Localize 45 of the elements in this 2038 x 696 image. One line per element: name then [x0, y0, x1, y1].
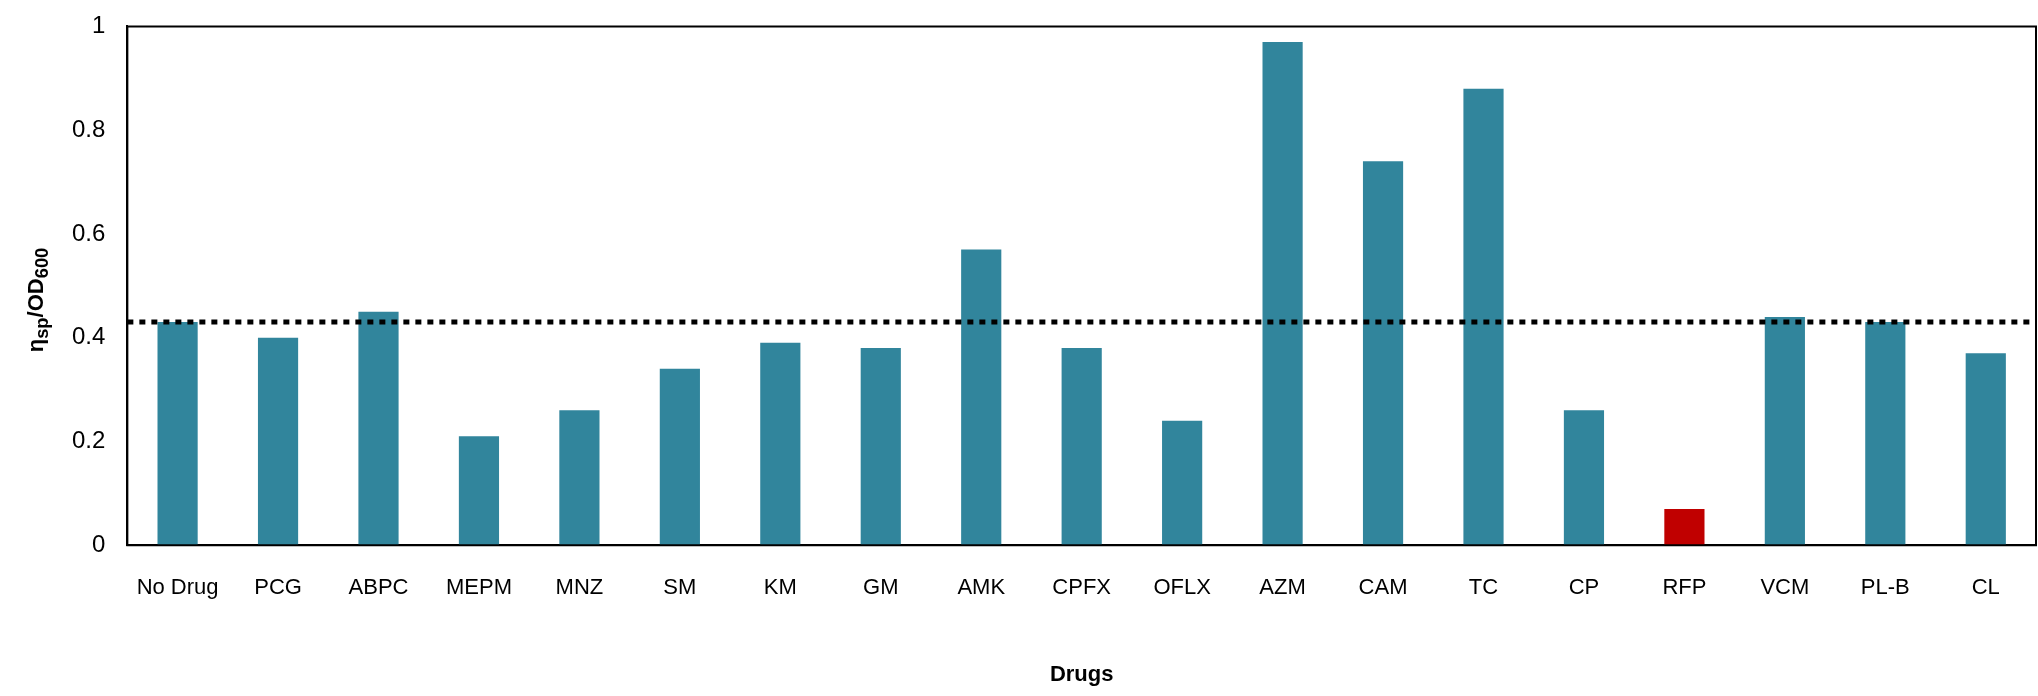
- y-tick-label: 0.6: [71, 218, 106, 246]
- bar: [659, 368, 700, 546]
- x-tick-label: CAM: [1358, 574, 1408, 600]
- bar: [1865, 322, 1906, 546]
- bar: [1965, 353, 2006, 546]
- x-tick-label: AMK: [957, 574, 1006, 600]
- x-tick-label: CL: [1971, 574, 2000, 600]
- x-tick-label: AZM: [1259, 574, 1306, 600]
- x-tick-label: ABPC: [348, 574, 409, 600]
- bar: [961, 249, 1002, 546]
- bar: [760, 342, 801, 546]
- x-tick-label: No Drug: [136, 574, 219, 600]
- bar: [1061, 348, 1102, 546]
- x-tick-label: CPFX: [1052, 574, 1112, 600]
- x-tick-label: KM: [763, 574, 797, 600]
- bar: [358, 311, 399, 546]
- x-tick-label: VCM: [1760, 574, 1810, 600]
- x-tick-label: TC: [1468, 574, 1499, 600]
- bar: [559, 410, 600, 546]
- y-tick-label: 0: [92, 529, 106, 557]
- x-tick-label: PL-B: [1860, 574, 1910, 600]
- y-tick-label: 0.2: [71, 426, 106, 454]
- x-tick-label: SM: [663, 574, 697, 600]
- y-tick-label: 0.4: [71, 322, 106, 350]
- bar: [1764, 316, 1805, 546]
- bar: [1262, 41, 1303, 546]
- bar: [1563, 410, 1605, 546]
- x-tick-label: OFLX: [1153, 574, 1212, 600]
- bar: [1162, 420, 1203, 546]
- bar: [458, 436, 500, 546]
- x-tick-label: PCG: [254, 574, 302, 600]
- bar: [157, 322, 198, 546]
- x-tick-label: GM: [863, 574, 899, 600]
- y-tick-label: 0.8: [71, 114, 106, 142]
- bar: [1362, 161, 1404, 546]
- bar: [860, 348, 901, 546]
- y-tick-label: 1: [92, 11, 106, 39]
- x-tick-label: CP: [1568, 574, 1600, 600]
- x-tick-label: MNZ: [555, 574, 604, 600]
- x-tick-label: MEPM: [445, 574, 512, 600]
- bar: [257, 337, 299, 546]
- bar: [1463, 88, 1504, 546]
- x-axis-title: Drugs: [1049, 660, 1114, 686]
- bar: [1664, 508, 1705, 546]
- x-tick-label: RFP: [1662, 574, 1707, 600]
